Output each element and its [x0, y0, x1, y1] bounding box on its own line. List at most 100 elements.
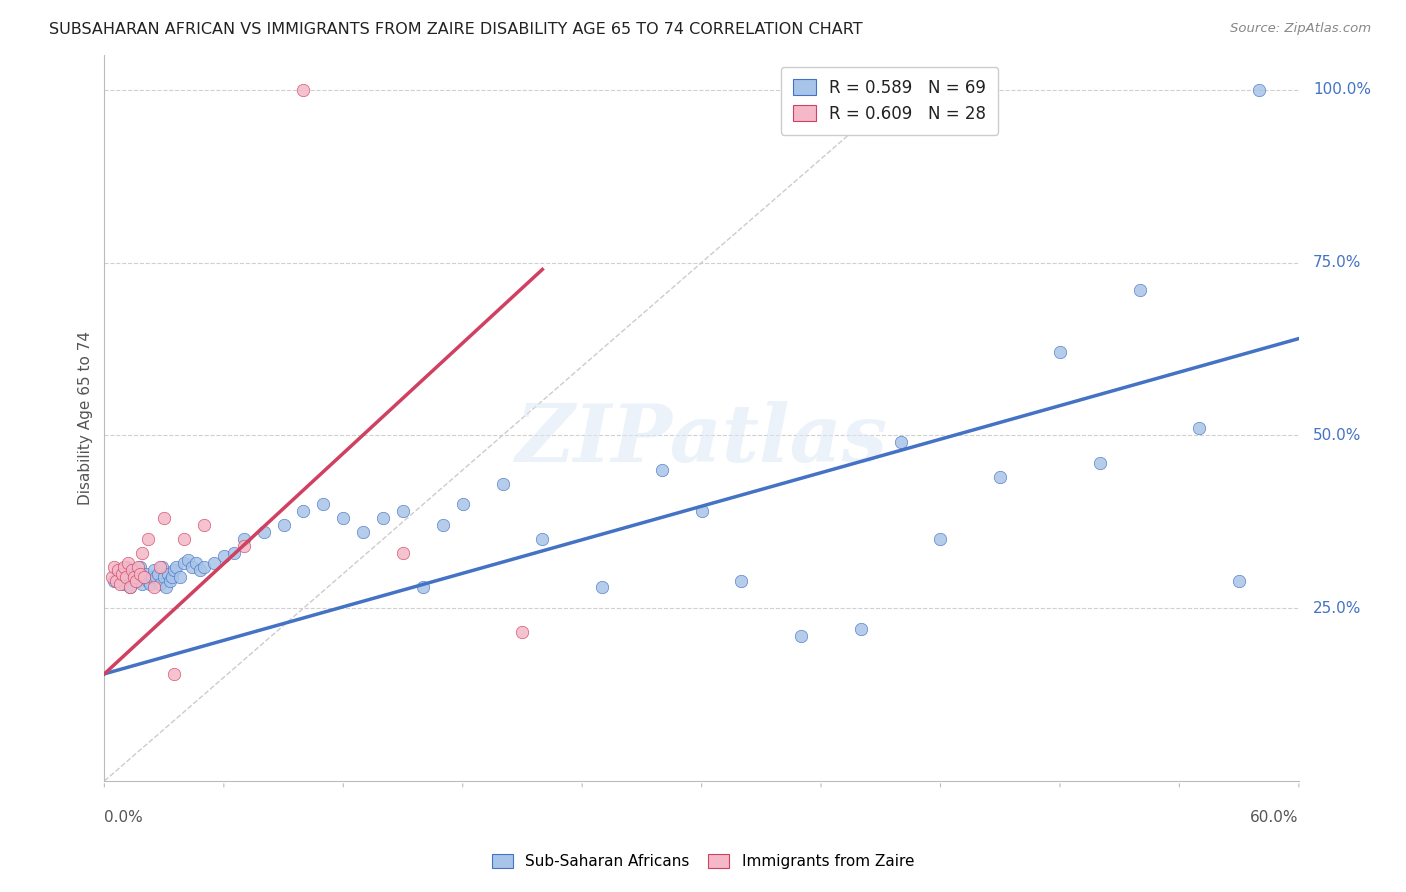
- Point: [107, 570, 129, 584]
- Point: [139, 577, 162, 591]
- Legend: Sub-Saharan Africans, Immigrants from Zaire: Sub-Saharan Africans, Immigrants from Za…: [485, 847, 921, 875]
- Point: [212, 549, 235, 564]
- Point: [273, 518, 295, 533]
- Point: [134, 570, 156, 584]
- Point: [120, 581, 142, 595]
- Point: [651, 463, 673, 477]
- Point: [184, 556, 207, 570]
- Point: [181, 559, 204, 574]
- Point: [292, 83, 315, 97]
- Point: [125, 574, 148, 588]
- Point: [451, 498, 474, 512]
- Point: [121, 563, 143, 577]
- Point: [491, 476, 513, 491]
- Point: [127, 566, 149, 581]
- Point: [135, 566, 157, 581]
- Point: [232, 539, 254, 553]
- Y-axis label: Disability Age 65 to 74: Disability Age 65 to 74: [79, 331, 93, 505]
- Point: [101, 570, 124, 584]
- Point: [129, 566, 152, 581]
- Point: [111, 566, 134, 581]
- Point: [146, 566, 169, 581]
- Point: [153, 570, 176, 584]
- Text: 25.0%: 25.0%: [1313, 600, 1361, 615]
- Point: [690, 504, 713, 518]
- Point: [173, 556, 195, 570]
- Point: [193, 559, 215, 574]
- Point: [332, 511, 354, 525]
- Point: [149, 559, 172, 574]
- Text: 0.0%: 0.0%: [104, 810, 143, 825]
- Point: [145, 570, 167, 584]
- Point: [115, 570, 138, 584]
- Point: [122, 570, 145, 584]
- Point: [188, 563, 211, 577]
- Point: [112, 559, 135, 574]
- Point: [352, 525, 374, 540]
- Point: [1227, 574, 1250, 588]
- Point: [512, 625, 534, 640]
- Point: [136, 532, 159, 546]
- Point: [107, 563, 129, 577]
- Point: [312, 498, 335, 512]
- Point: [163, 563, 186, 577]
- Point: [125, 574, 148, 588]
- Point: [531, 532, 554, 546]
- Point: [432, 518, 454, 533]
- Point: [117, 556, 139, 570]
- Point: [143, 581, 166, 595]
- Point: [131, 577, 153, 591]
- Point: [163, 666, 186, 681]
- Point: [131, 546, 153, 560]
- Text: 100.0%: 100.0%: [1313, 82, 1371, 97]
- Text: Source: ZipAtlas.com: Source: ZipAtlas.com: [1230, 22, 1371, 36]
- Point: [127, 559, 149, 574]
- Point: [173, 532, 195, 546]
- Point: [169, 570, 191, 584]
- Text: SUBSAHARAN AFRICAN VS IMMIGRANTS FROM ZAIRE DISABILITY AGE 65 TO 74 CORRELATION : SUBSAHARAN AFRICAN VS IMMIGRANTS FROM ZA…: [49, 22, 863, 37]
- Point: [103, 559, 125, 574]
- Point: [159, 574, 181, 588]
- Text: 60.0%: 60.0%: [1250, 810, 1299, 825]
- Point: [160, 570, 183, 584]
- Point: [730, 574, 752, 588]
- Point: [150, 559, 173, 574]
- Point: [1088, 456, 1111, 470]
- Point: [790, 629, 813, 643]
- Point: [136, 574, 159, 588]
- Point: [193, 518, 215, 533]
- Point: [103, 574, 125, 588]
- Point: [141, 570, 163, 584]
- Point: [129, 559, 152, 574]
- Point: [149, 577, 172, 591]
- Point: [143, 563, 166, 577]
- Point: [232, 532, 254, 546]
- Point: [177, 553, 200, 567]
- Point: [1247, 83, 1270, 97]
- Point: [111, 566, 134, 581]
- Point: [153, 511, 176, 525]
- Point: [110, 577, 132, 591]
- Point: [371, 511, 394, 525]
- Point: [134, 570, 156, 584]
- Point: [1188, 421, 1211, 435]
- Text: 75.0%: 75.0%: [1313, 255, 1361, 270]
- Point: [157, 566, 180, 581]
- Point: [222, 546, 245, 560]
- Point: [890, 435, 912, 450]
- Point: [591, 581, 613, 595]
- Point: [929, 532, 952, 546]
- Point: [115, 559, 138, 574]
- Point: [292, 504, 315, 518]
- Point: [1049, 345, 1071, 359]
- Point: [1129, 283, 1152, 297]
- Text: ZIPatlas: ZIPatlas: [516, 401, 887, 479]
- Point: [117, 570, 139, 584]
- Point: [122, 570, 145, 584]
- Point: [202, 556, 225, 570]
- Point: [105, 574, 128, 588]
- Point: [392, 504, 415, 518]
- Point: [155, 581, 177, 595]
- Point: [392, 546, 415, 560]
- Point: [120, 581, 142, 595]
